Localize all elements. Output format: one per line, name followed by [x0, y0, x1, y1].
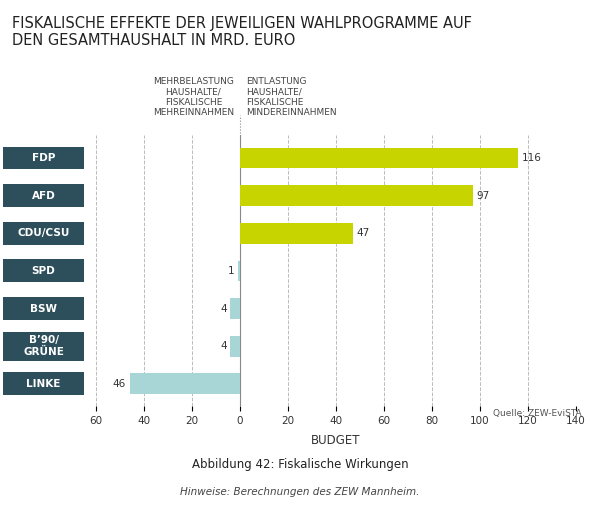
- Bar: [230, 298, 240, 319]
- Text: 47: 47: [356, 228, 370, 238]
- Text: ENTLASTUNG
HAUSHALTE/
FISKALISCHE
MINDEREINNAHMEN: ENTLASTUNG HAUSHALTE/ FISKALISCHE MINDER…: [246, 77, 337, 117]
- Bar: [238, 260, 240, 281]
- FancyBboxPatch shape: [3, 373, 84, 395]
- Bar: [240, 223, 353, 244]
- Bar: [130, 374, 240, 394]
- Text: LINKE: LINKE: [26, 379, 61, 389]
- FancyBboxPatch shape: [3, 146, 84, 169]
- Text: B’90/
GRÜNE: B’90/ GRÜNE: [23, 336, 64, 357]
- Text: 4: 4: [220, 304, 227, 314]
- Bar: [230, 336, 240, 356]
- Text: 1: 1: [227, 266, 234, 276]
- Text: CDU/CSU: CDU/CSU: [17, 228, 70, 238]
- FancyBboxPatch shape: [3, 222, 84, 245]
- Text: FISKALISCHE EFFEKTE DER JEWEILIGEN WAHLPROGRAMME AUF
DEN GESAMTHAUSHALT IN MRD. : FISKALISCHE EFFEKTE DER JEWEILIGEN WAHLP…: [12, 16, 472, 48]
- Text: FDP: FDP: [32, 153, 55, 163]
- Text: BSW: BSW: [30, 304, 57, 314]
- Text: MEHRBELASTUNG
HAUSHALTE/
FISKALISCHE
MEHREINNAHMEN: MEHRBELASTUNG HAUSHALTE/ FISKALISCHE MEH…: [153, 77, 234, 117]
- Text: AFD: AFD: [32, 191, 55, 201]
- Bar: [240, 185, 473, 206]
- Text: 97: 97: [476, 191, 490, 201]
- Text: SPD: SPD: [32, 266, 55, 276]
- FancyBboxPatch shape: [3, 259, 84, 282]
- Text: 116: 116: [522, 153, 542, 163]
- Text: Quelle: ZEW-EviSTA: Quelle: ZEW-EviSTA: [493, 409, 582, 418]
- Text: Hinweise: Berechnungen des ZEW Mannheim.: Hinweise: Berechnungen des ZEW Mannheim.: [181, 487, 419, 497]
- Text: Abbildung 42: Fiskalische Wirkungen: Abbildung 42: Fiskalische Wirkungen: [191, 458, 409, 472]
- FancyBboxPatch shape: [3, 297, 84, 320]
- X-axis label: BUDGET: BUDGET: [311, 435, 361, 448]
- FancyBboxPatch shape: [3, 184, 84, 207]
- FancyBboxPatch shape: [3, 332, 84, 361]
- Text: 46: 46: [113, 379, 126, 389]
- Text: 4: 4: [220, 341, 227, 351]
- Bar: [240, 147, 518, 168]
